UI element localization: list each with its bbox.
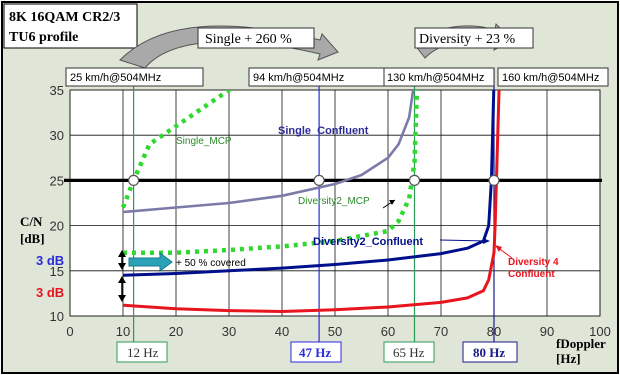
label-diversity4-line-1: Diversity 4 (508, 257, 559, 268)
speed-label-94: 94 km/h@504MHz (253, 72, 344, 84)
x-axis-label-line-2: [Hz] (556, 351, 581, 366)
y-axis-label-line-1: C/N (20, 214, 43, 229)
series-line-3 (122, 90, 496, 277)
title-line-1: 8K 16QAM CR2/3 (9, 10, 120, 25)
y-tick-label-10: 10 (50, 309, 64, 324)
bracket-3db-blue-top (118, 250, 126, 257)
pointer-diversity2-confluent-head (483, 238, 490, 244)
freq-label-65: 65 Hz (393, 345, 425, 360)
speed-label-130: 130 km/h@504MHz (387, 72, 484, 84)
x-tick-label-30: 30 (222, 324, 236, 339)
x-axis-label-line-1: fDoppler (556, 336, 606, 351)
x-tick-label-80: 80 (487, 324, 501, 339)
annotation-3db-blue: 3 dB (36, 253, 64, 268)
speed-label-25: 25 km/h@504MHz (70, 72, 161, 84)
freq-label-47: 47 Hz (299, 345, 331, 360)
crossing-markers (128, 174, 500, 186)
series-line-4 (122, 90, 501, 313)
label-single-confluent: Single_Confluent (278, 125, 369, 137)
title-line-2: TU6 profile (9, 30, 78, 45)
bracket-3db-blue-bottom (118, 263, 126, 270)
single-gain-box (197, 27, 315, 49)
series-line-1 (122, 90, 415, 214)
y-tick-label-25: 25 (50, 173, 64, 188)
x-tick-label-10: 10 (116, 324, 130, 339)
label-diversity2-confluent: Diversity2_Confluent (313, 236, 423, 248)
freq-label-80: 80 Hz (473, 345, 505, 360)
freq-label-12: 12 Hz (127, 345, 159, 360)
label-diversity2-mcp: Diversity2_MCP (298, 196, 370, 207)
x-tick-label-100: 100 (589, 324, 611, 339)
bracket-3db-red-top (118, 276, 126, 283)
annotation-3db-red: 3 dB (36, 285, 64, 300)
crossing-point-47 (313, 174, 325, 186)
y-tick-label-35: 35 (50, 83, 64, 98)
speed-box-160 (497, 67, 609, 87)
single-gain-label: Single + 260 % (205, 32, 292, 47)
x-tick-label-20: 20 (169, 324, 183, 339)
crossing-point-80 (488, 174, 500, 186)
x-tick-label-70: 70 (434, 324, 448, 339)
x-tick-label-60: 60 (381, 324, 395, 339)
y-tick-label-20: 20 (50, 219, 64, 234)
x-tick-label-90: 90 (540, 324, 554, 339)
diversity-gain-box (414, 27, 534, 49)
x-tick-label-40: 40 (275, 324, 289, 339)
y-tick-label-15: 15 (50, 264, 64, 279)
freq-box-65 (383, 341, 435, 363)
crossing-point-65 (408, 174, 421, 186)
bracket-3db-red-bottom (118, 295, 126, 302)
x-tick-label-0: 0 (66, 324, 73, 339)
speed-box-130 (383, 67, 495, 87)
freq-box-47 (290, 341, 342, 363)
crossing-point-12 (128, 174, 140, 186)
freq-box-80 (462, 341, 518, 363)
y-tick-labels: 10 15 20 25 30 35 (50, 83, 64, 324)
speed-box-25 (65, 67, 204, 87)
x-tick-label-50: 50 (328, 324, 342, 339)
label-diversity4-line-2: Confluent (508, 269, 555, 280)
x-tick-labels: 0 10 20 30 40 50 60 70 80 90 100 (66, 324, 610, 339)
speed-label-160: 160 km/h@504MHz (502, 72, 599, 84)
y-tick-label-30: 30 (50, 128, 64, 143)
covered-arrow (128, 252, 173, 272)
freq-box-12 (116, 341, 168, 363)
pointer-diversity4-head (495, 245, 502, 252)
diversity-gain-label: Diversity + 23 % (419, 32, 515, 47)
title-box (3, 3, 138, 49)
y-axis-label-line-2: [dB] (20, 231, 45, 246)
label-single-mcp: Single_MCP (176, 136, 232, 147)
annotation-covered: + 50 % covered (176, 258, 246, 269)
pointer-diversity2-confluent (439, 239, 489, 242)
pointer-diversity2-mcp-head (389, 200, 395, 205)
